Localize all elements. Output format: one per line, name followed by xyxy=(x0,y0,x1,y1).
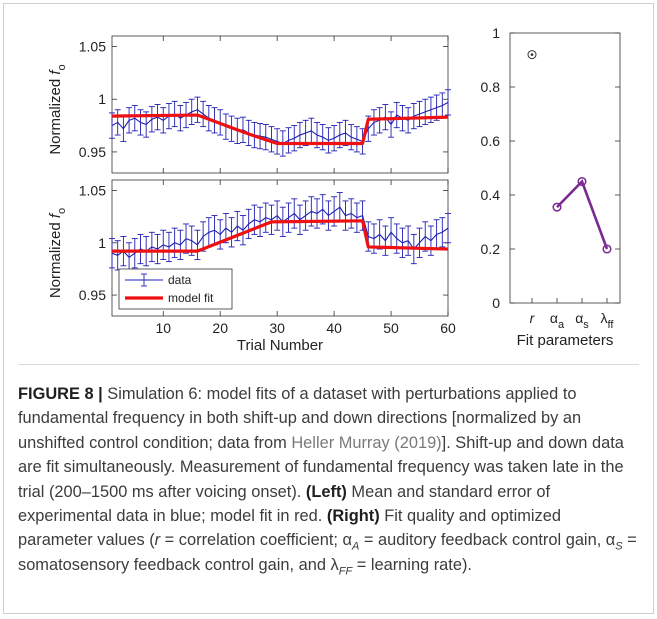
caption-text-8: = learning rate). xyxy=(352,555,472,574)
right-ytick-label: 0.6 xyxy=(481,133,501,149)
figure-caption: FIGURE 8 | Simulation 6: model fits of a… xyxy=(18,382,640,577)
caption-figure-label: FIGURE 8 | xyxy=(18,385,103,403)
param-line xyxy=(556,179,609,250)
legend-box xyxy=(118,268,233,310)
caption-text-7: = somatosensory feedback control gain, a… xyxy=(18,531,637,574)
bottom-xtick-label: 40 xyxy=(326,320,342,336)
bottom-ytick-label: 1 xyxy=(98,235,106,251)
bottom-model-fit-line xyxy=(112,219,449,253)
bottom-xtick-label: 20 xyxy=(212,320,228,336)
bottom-ylabel: Normalized fo xyxy=(47,208,68,298)
caption-text-2: ]. Shift-up and down data are fit simult… xyxy=(18,433,624,501)
legend-model-fit-label: model fit xyxy=(168,291,214,305)
top-model-fit-line xyxy=(111,113,449,146)
bottom-xtick-label: 50 xyxy=(383,320,399,336)
bottom-ytick-label: 0.95 xyxy=(79,287,106,303)
caption-right-label: (Right) xyxy=(326,507,380,526)
caption-sub-s: S xyxy=(615,540,623,553)
bottom-xtick-label: 10 xyxy=(155,320,171,336)
right-ytick-label: 0 xyxy=(492,295,500,311)
param-marker xyxy=(602,244,612,254)
top-ytick-label: 0.95 xyxy=(79,144,106,160)
legend-data-label: data xyxy=(168,273,192,287)
caption-sub-ff: FF xyxy=(338,565,353,578)
caption-left-label: (Left) xyxy=(305,482,347,501)
caption-symbol-r: r xyxy=(154,531,161,550)
right-ytick-label: 0.4 xyxy=(481,187,501,203)
right-ytick-label: 1 xyxy=(492,25,500,41)
bottom-xtick-label: 30 xyxy=(269,320,285,336)
top-ylabel: Normalized fo xyxy=(47,64,68,154)
top-ytick-label: 1 xyxy=(98,91,106,107)
bottom-data-line xyxy=(111,206,449,259)
top-ytick-label: 1.05 xyxy=(79,39,106,55)
bottom-xtick-label: 60 xyxy=(440,320,456,336)
caption-text-5: = correlation coefficient; α xyxy=(160,531,352,550)
right-xtick-label: r xyxy=(530,310,536,326)
caption-sub-a: A xyxy=(351,540,360,553)
top-plot-frame xyxy=(111,35,449,174)
bottom-ytick-label: 1.05 xyxy=(79,182,106,198)
caption-text-1: Simulation 6: model fits of a dataset wi… xyxy=(18,385,582,452)
right-xtick-label: λff xyxy=(601,310,615,331)
right-ytick-label: 0.8 xyxy=(481,79,501,95)
caption-reference-link[interactable]: Heller Murray (2019) xyxy=(291,433,442,452)
r-marker-ring xyxy=(527,50,537,60)
param-marker xyxy=(577,176,587,187)
caption-text-6: = auditory feedback control gain, α xyxy=(359,531,616,550)
bottom-xlabel: Trial Number xyxy=(237,337,323,354)
caption-text-4: Fit quality and optimized parameter valu… xyxy=(18,507,561,550)
caption-text-3: Mean and standard error of experimental … xyxy=(18,482,551,526)
right-ytick-label: 0.2 xyxy=(481,241,501,257)
right-plot-frame xyxy=(509,32,621,304)
figure-separator xyxy=(18,364,639,365)
right-xlabel: Fit parameters xyxy=(517,332,614,349)
right-xtick-label: αs xyxy=(575,310,589,331)
r-marker-dot xyxy=(530,53,534,56)
param-marker xyxy=(552,202,562,212)
right-xtick-label: αa xyxy=(550,310,565,331)
